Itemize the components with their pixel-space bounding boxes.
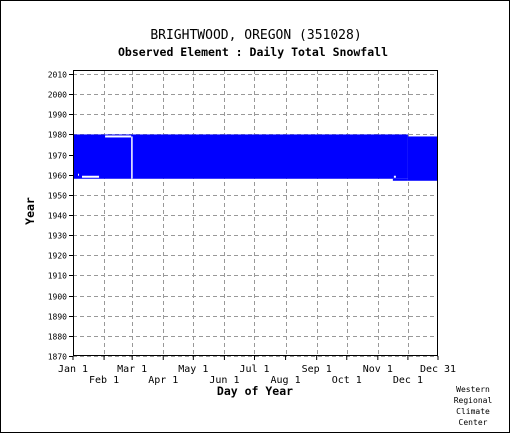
y-tick-label: 1990 bbox=[48, 111, 67, 120]
x-tick-label: Dec 1 bbox=[393, 375, 423, 386]
y-tick-label: 1910 bbox=[48, 272, 67, 281]
y-tick-label: 1930 bbox=[48, 232, 67, 241]
x-tick-label: Aug 1 bbox=[271, 375, 301, 386]
data-coverage-bar bbox=[407, 136, 438, 181]
y-tick-label: 1890 bbox=[48, 313, 67, 322]
data-gap bbox=[105, 135, 132, 138]
y-tick-label: 1950 bbox=[48, 192, 67, 201]
x-tick-label: Feb 1 bbox=[89, 375, 119, 386]
x-tick-label: Jan 1 bbox=[58, 364, 88, 375]
chart-subtitle: Observed Element : Daily Total Snowfall bbox=[118, 45, 388, 59]
x-tick-label: Jul 1 bbox=[239, 364, 269, 375]
credit-line-4: Center bbox=[458, 418, 488, 427]
chart-title: BRIGHTWOOD, OREGON (351028) bbox=[150, 28, 361, 43]
y-tick-label: 2010 bbox=[48, 71, 67, 80]
x-tick-label: Oct 1 bbox=[332, 375, 362, 386]
data-gap bbox=[131, 136, 133, 179]
x-tick-label: Mar 1 bbox=[117, 364, 147, 375]
y-axis-title: Year bbox=[23, 197, 37, 225]
data-gap bbox=[393, 175, 396, 178]
y-tick-label: 1960 bbox=[48, 172, 67, 181]
x-tick-label: Apr 1 bbox=[148, 375, 178, 386]
x-tick-label: Dec 31 bbox=[420, 364, 456, 375]
x-tick-label: Sep 1 bbox=[302, 364, 332, 375]
plot-border bbox=[73, 70, 438, 356]
credit-line-1: Western bbox=[456, 385, 490, 394]
x-tick-label: Jun 1 bbox=[209, 375, 239, 386]
data-gap bbox=[82, 175, 100, 178]
data-coverage-bar bbox=[392, 178, 408, 181]
y-tick-label: 1880 bbox=[48, 333, 67, 342]
y-tick-label: 2000 bbox=[48, 91, 67, 100]
y-tick-label: 1970 bbox=[48, 152, 67, 161]
y-tick-label: 1980 bbox=[48, 131, 67, 140]
plot-area bbox=[73, 70, 438, 356]
x-tick-label: May 1 bbox=[178, 364, 208, 375]
x-axis-title: Day of Year bbox=[217, 384, 293, 398]
credit-line-3: Climate bbox=[456, 407, 490, 416]
y-tick-label: 1900 bbox=[48, 293, 67, 302]
credit-line-2: Regional bbox=[453, 396, 493, 405]
y-tick-label: 1940 bbox=[48, 212, 67, 221]
y-tick-label: 1920 bbox=[48, 252, 67, 261]
data-coverage-bar bbox=[73, 134, 408, 179]
y-tick-label: 1870 bbox=[48, 353, 67, 362]
x-tick-label: Nov 1 bbox=[363, 364, 393, 375]
credit-block: Western Regional Climate Center bbox=[443, 384, 503, 428]
data-gap bbox=[78, 173, 80, 176]
